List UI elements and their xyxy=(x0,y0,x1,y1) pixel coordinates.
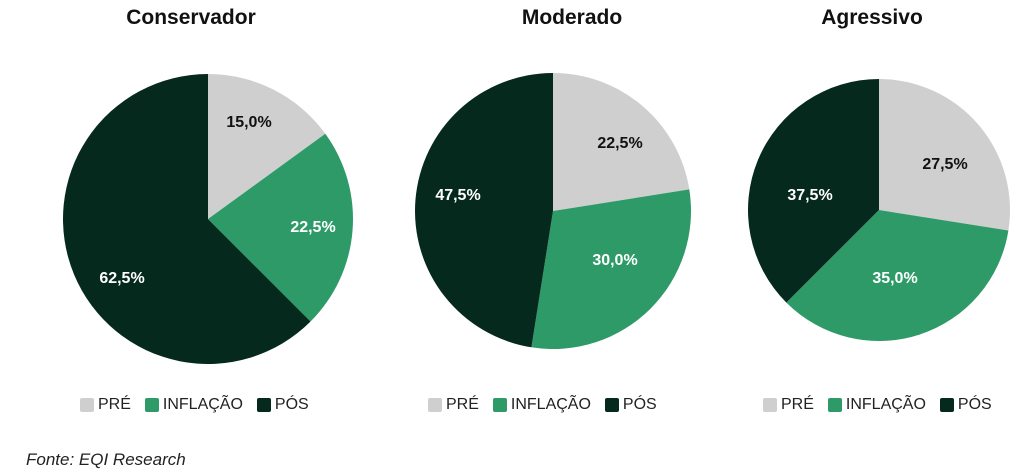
legend-item-pos: PÓS xyxy=(939,396,992,414)
chart-title-moderado: Moderado xyxy=(521,6,623,29)
legend-item-inflacao: INFLAÇÃO xyxy=(827,396,926,414)
legend-swatch-icon xyxy=(428,398,442,412)
slice-value-label: 47,5% xyxy=(435,187,480,204)
legend-swatch-icon xyxy=(604,398,619,412)
legend-label: PÓS xyxy=(957,396,992,413)
legend-label: INFLAÇÃO xyxy=(845,396,926,413)
legend-moderado: PRÉ INFLAÇÃO PÓS xyxy=(428,396,657,414)
slice-value-label: 15,0% xyxy=(226,114,271,131)
slice-value-label: 62,5% xyxy=(99,270,144,287)
legend-label: PRÉ xyxy=(98,396,131,413)
legend-swatch-icon xyxy=(80,398,94,412)
pie-slice-pré xyxy=(553,73,690,211)
pie-slice-pós xyxy=(414,73,553,348)
legend-item-pre: PRÉ xyxy=(763,396,814,414)
source-note: Fonte: EQI Research xyxy=(26,450,186,469)
legend-item-pre: PRÉ xyxy=(428,396,479,414)
slice-value-label: 37,5% xyxy=(787,187,832,204)
legend-label: PÓS xyxy=(622,396,657,413)
pie-slice-pré xyxy=(879,79,1010,231)
legend-agressivo: PRÉ INFLAÇÃO PÓS xyxy=(763,396,992,414)
legend-item-inflacao: INFLAÇÃO xyxy=(492,396,591,414)
legend-item-pos: PÓS xyxy=(604,396,657,414)
slice-value-label: 22,5% xyxy=(597,135,642,152)
pie-slice-pós xyxy=(63,73,311,364)
legend-swatch-icon xyxy=(763,398,777,412)
pie-agressivo: 27,5% 35,0% 37,5% xyxy=(748,79,1010,341)
pie-slice-inflação xyxy=(786,210,1009,341)
legend-item-inflacao: INFLAÇÃO xyxy=(144,396,243,414)
chart-title-agressivo: Agressivo xyxy=(821,6,923,29)
slice-value-label: 30,0% xyxy=(592,252,637,269)
slice-value-label: 27,5% xyxy=(922,156,967,173)
legend-label: PRÉ xyxy=(446,396,479,413)
pie-slice-inflação xyxy=(208,133,354,322)
pie-moderado: 22,5% 30,0% 47,5% xyxy=(414,73,691,349)
pie-slice-pré xyxy=(208,74,326,219)
legend-label: PÓS xyxy=(274,396,309,413)
slice-value-label: 35,0% xyxy=(872,270,917,287)
legend-item-pos: PÓS xyxy=(256,396,309,414)
legend-swatch-icon xyxy=(827,398,842,412)
legend-conservador: PRÉ INFLAÇÃO PÓS xyxy=(80,396,309,414)
slice-value-label: 22,5% xyxy=(290,219,335,236)
legend-swatch-icon xyxy=(144,398,159,412)
pie-slice-inflação xyxy=(531,189,691,349)
legend-swatch-icon xyxy=(492,398,507,412)
chart-title-conservador: Conservador xyxy=(126,6,256,29)
legend-label: PRÉ xyxy=(781,396,814,413)
legend-swatch-icon xyxy=(939,398,954,412)
legend-swatch-icon xyxy=(256,398,271,412)
pie-slice-pós xyxy=(748,79,879,303)
legend-label: INFLAÇÃO xyxy=(510,396,591,413)
pie-conservador: 15,0% 22,5% 62,5% xyxy=(63,73,354,364)
legend-item-pre: PRÉ xyxy=(80,396,131,414)
legend-label: INFLAÇÃO xyxy=(162,396,243,413)
